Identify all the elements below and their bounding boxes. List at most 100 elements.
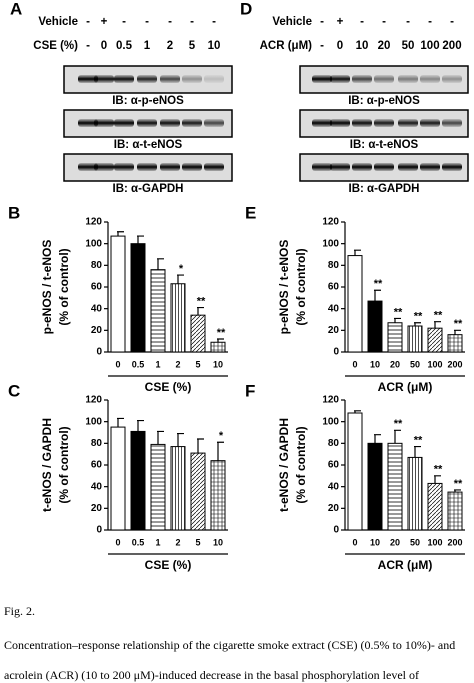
row-cell: 10 [356,40,369,52]
band [352,163,372,171]
band [160,119,180,127]
y-tick-label: 120 [322,395,339,406]
bar [427,482,443,531]
band [78,163,98,171]
x-axis-label: CSE (%) [145,380,192,394]
significance: ** [197,295,206,307]
band [114,119,134,127]
band [160,75,180,83]
band [182,119,202,127]
error-bar [117,231,124,237]
y-tick-label: 80 [328,438,340,449]
panel-letter: D [240,0,252,18]
significance: ** [394,306,403,318]
bar [110,426,126,531]
bar [387,322,403,353]
row-cell: - [86,40,90,52]
x-tick-label: 100 [427,359,442,369]
probe-label: IB: α-GAPDH [349,183,420,195]
row-cell: - [360,16,364,28]
bar [407,456,423,531]
y-tick-label: 80 [91,260,103,271]
significance: ** [434,310,443,322]
band [330,75,350,83]
error-bar [217,338,224,343]
band [204,75,224,83]
error-bar [394,317,401,323]
bar [110,235,126,353]
band [312,119,332,127]
x-tick-label: 0 [115,537,120,547]
row-cell: - [320,40,324,52]
panel-letter: B [8,203,20,222]
bar [347,412,363,531]
band [204,119,224,127]
y-tick-label: 20 [328,503,340,514]
row-cell: - [382,16,386,28]
panel-letter: F [245,381,255,400]
error-bar [117,417,124,428]
significance: ** [454,478,463,490]
panel-letter: C [8,381,20,400]
significance: * [219,430,224,442]
bar [130,430,146,531]
bar [190,314,206,353]
error-bar [434,321,441,329]
error-bar [354,410,361,413]
bar [447,334,463,353]
band [94,163,114,171]
error-bar [454,489,461,493]
error-bar [137,419,144,432]
x-tick-label: 20 [390,359,400,369]
x-tick-label: 2 [175,537,180,547]
y-axis-label: t-eNOS / GAPDH [40,418,54,512]
error-bar [454,329,461,335]
band [94,119,114,127]
y-tick-label: 120 [85,395,102,406]
y-axis-label: (% of control) [294,426,308,503]
significance: ** [414,434,423,446]
row-cell: 1 [144,40,151,52]
y-tick-label: 20 [91,503,103,514]
caption-line: Concentration–response relationship of t… [4,638,455,652]
row-cell: - [212,16,216,28]
panel-letter: A [10,0,22,18]
y-tick-label: 60 [328,460,340,471]
probe-label: IB: α-t-eNOS [350,139,419,151]
y-tick-label: 100 [85,238,102,249]
row-cell: 200 [442,40,461,52]
row-cell: 0 [337,40,343,52]
y-tick-label: 100 [322,238,339,249]
y-tick-label: 0 [333,347,339,358]
band [442,75,462,83]
y-tick-label: 20 [91,325,103,336]
band [374,163,394,171]
bar [150,269,166,353]
y-tick-label: 0 [333,525,339,536]
y-axis-label: (% of control) [57,248,71,325]
band [137,163,157,171]
row-label: ACR (μM) [260,40,313,52]
x-tick-label: 200 [447,537,462,547]
row-label: Vehicle [38,16,78,28]
error-bar [177,274,184,284]
x-tick-label: 2 [175,359,180,369]
y-tick-label: 60 [91,460,103,471]
row-cell: 0.5 [116,40,133,52]
x-tick-label: 1 [155,537,160,547]
x-tick-label: 0 [352,537,357,547]
error-bar [414,322,421,326]
row-cell: - [190,16,194,28]
band [420,75,440,83]
y-tick-label: 120 [322,217,339,228]
row-cell: - [406,16,410,28]
bar [447,491,463,531]
y-axis-label: t-eNOS / GAPDH [277,418,291,512]
band [94,75,114,83]
row-cell: - [428,16,432,28]
probe-label: IB: α-GAPDH [113,183,184,195]
row-label: Vehicle [272,16,312,28]
band [398,163,418,171]
y-tick-label: 60 [328,282,340,293]
